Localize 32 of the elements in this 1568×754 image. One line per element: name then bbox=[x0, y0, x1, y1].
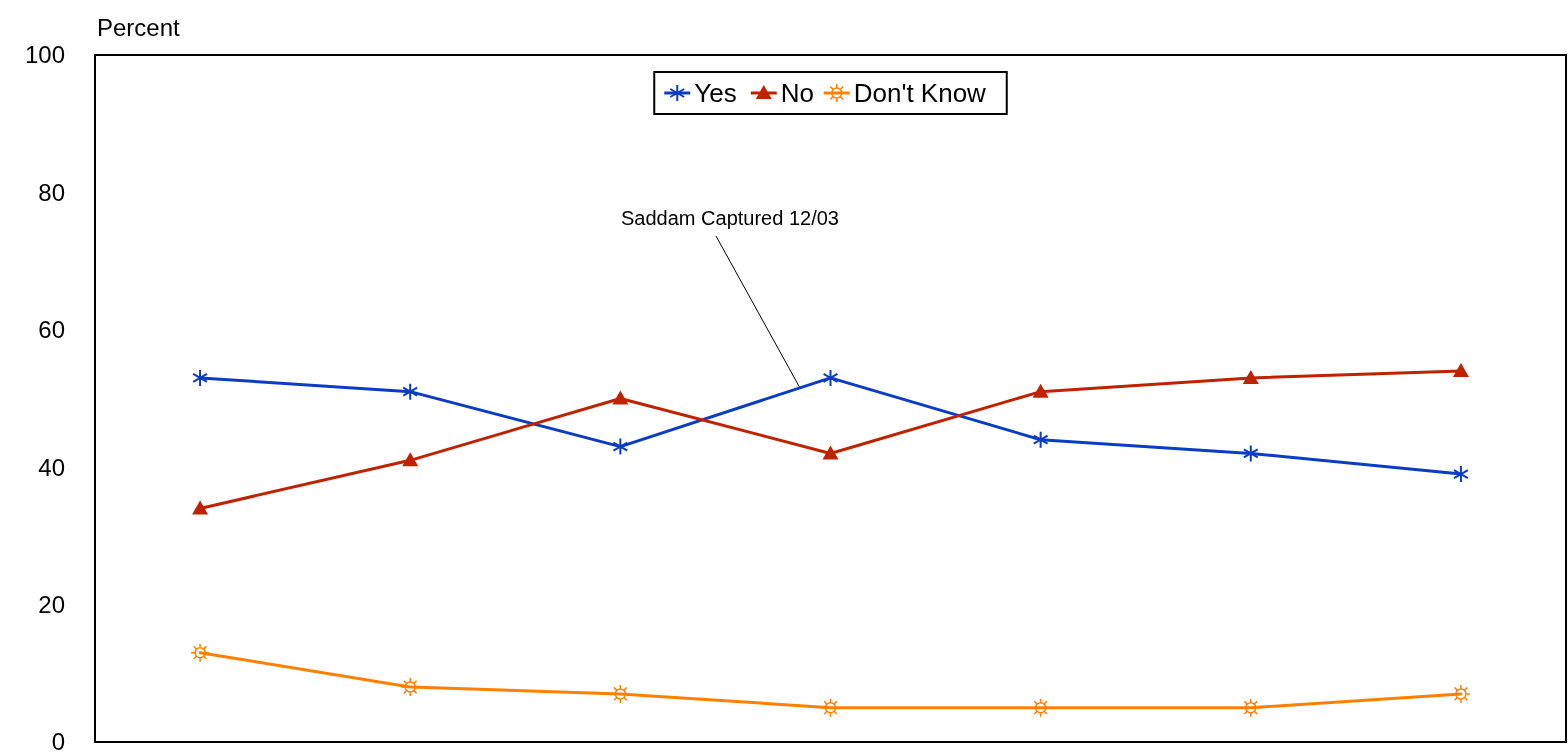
y-tick-label: 40 bbox=[38, 453, 65, 481]
point bbox=[402, 382, 419, 401]
point bbox=[400, 677, 420, 697]
legend-label: Don't Know bbox=[853, 78, 987, 109]
y-tick-label: 100 bbox=[24, 41, 65, 69]
y-axis-title: Percent bbox=[97, 14, 181, 41]
point bbox=[1452, 363, 1469, 378]
y-tick-label: 60 bbox=[38, 316, 65, 344]
point bbox=[822, 445, 839, 460]
y-tick-label: 0 bbox=[51, 728, 65, 754]
legend-label: No bbox=[780, 78, 814, 109]
point bbox=[192, 500, 209, 515]
annotation: Saddam Captured 12/03 bbox=[621, 207, 839, 229]
point bbox=[1242, 444, 1259, 463]
point bbox=[612, 390, 629, 405]
point bbox=[1032, 430, 1049, 449]
point bbox=[402, 452, 419, 467]
y-tick-label: 80 bbox=[38, 178, 65, 206]
point bbox=[1242, 369, 1259, 384]
y-tick-label: 20 bbox=[38, 591, 65, 618]
point bbox=[1032, 383, 1049, 398]
point bbox=[822, 368, 839, 387]
point bbox=[192, 368, 208, 387]
point bbox=[1453, 465, 1469, 484]
point bbox=[190, 642, 210, 663]
point bbox=[612, 437, 629, 456]
legend-label: Yes bbox=[694, 78, 737, 109]
point bbox=[1451, 684, 1471, 704]
point bbox=[1030, 697, 1051, 718]
point bbox=[820, 697, 841, 718]
point bbox=[610, 684, 631, 704]
point bbox=[1241, 697, 1261, 718]
